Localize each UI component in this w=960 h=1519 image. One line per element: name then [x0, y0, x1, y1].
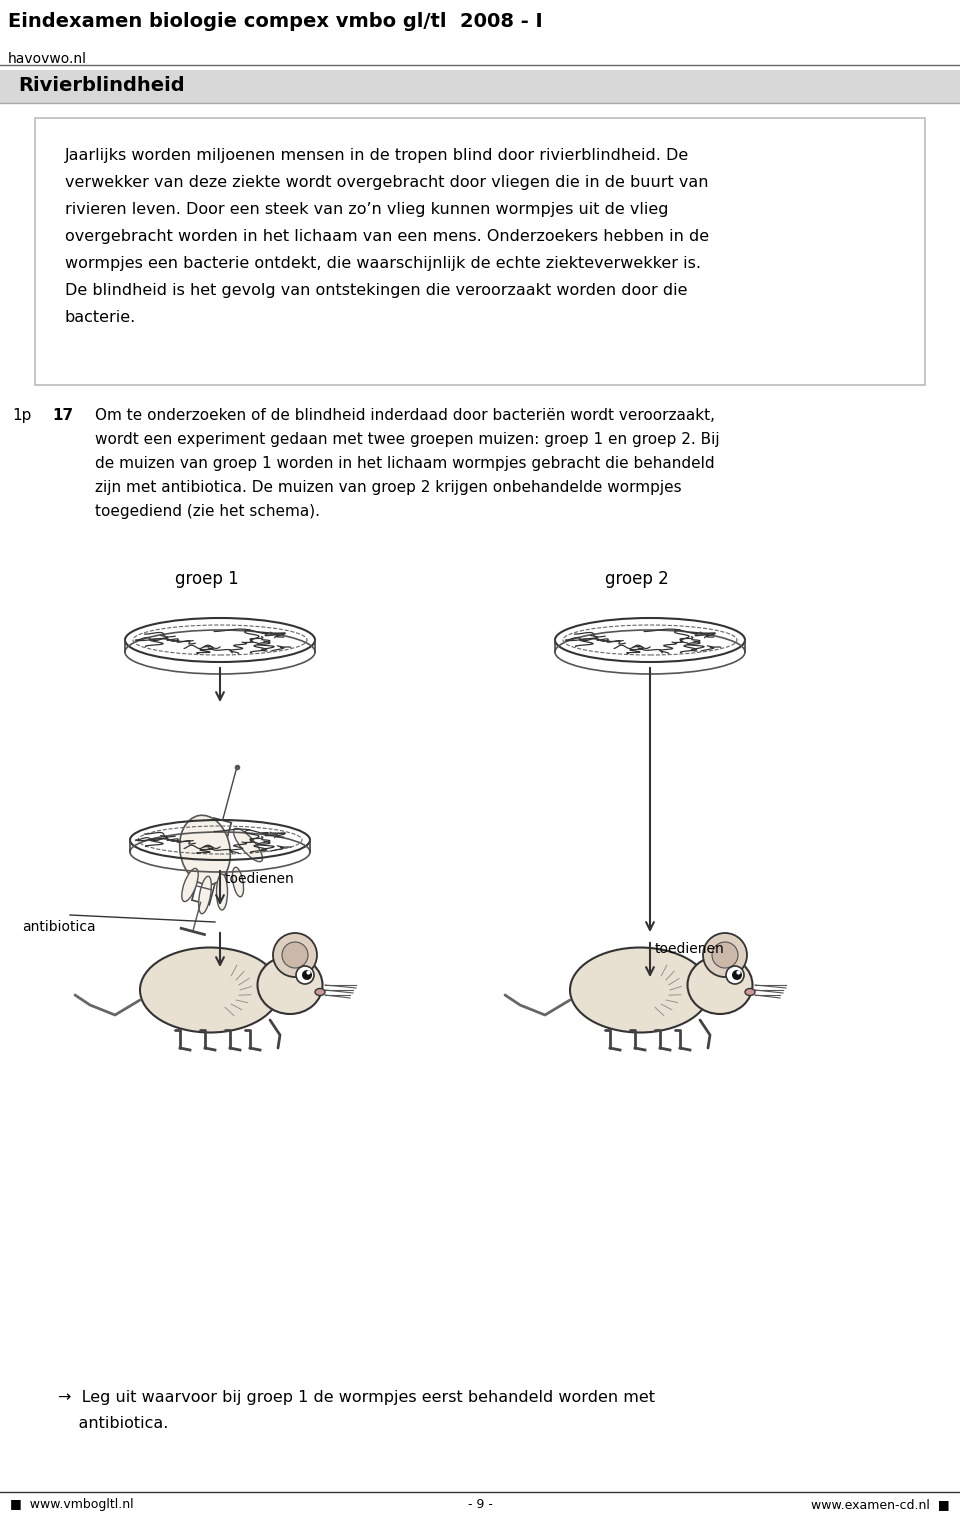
Text: - 9 -: - 9 - [468, 1498, 492, 1511]
Text: de muizen van groep 1 worden in het lichaam wormpjes gebracht die behandeld: de muizen van groep 1 worden in het lich… [95, 456, 714, 471]
Text: toegediend (zie het schema).: toegediend (zie het schema). [95, 504, 320, 519]
Text: wordt een experiment gedaan met twee groepen muizen: groep 1 en groep 2. Bij: wordt een experiment gedaan met twee gro… [95, 431, 720, 447]
Text: verwekker van deze ziekte wordt overgebracht door vliegen die in de buurt van: verwekker van deze ziekte wordt overgebr… [65, 175, 708, 190]
Text: overgebracht worden in het lichaam van een mens. Onderzoekers hebben in de: overgebracht worden in het lichaam van e… [65, 229, 709, 245]
Ellipse shape [181, 869, 198, 902]
Ellipse shape [232, 867, 244, 896]
Text: bacterie.: bacterie. [65, 310, 136, 325]
Text: www.examen-cd.nl  ■: www.examen-cd.nl ■ [811, 1498, 950, 1511]
Circle shape [296, 966, 314, 984]
Text: antibiotica: antibiotica [22, 921, 96, 934]
Text: Rivierblindheid: Rivierblindheid [18, 76, 184, 96]
Circle shape [712, 942, 738, 968]
Text: havovwo.nl: havovwo.nl [8, 52, 87, 65]
Text: Om te onderzoeken of de blindheid inderdaad door bacteriën wordt veroorzaakt,: Om te onderzoeken of de blindheid inderd… [95, 409, 715, 422]
Text: zijn met antibiotica. De muizen van groep 2 krijgen onbehandelde wormpjes: zijn met antibiotica. De muizen van groe… [95, 480, 682, 495]
Ellipse shape [570, 948, 710, 1033]
Ellipse shape [140, 948, 280, 1033]
Bar [0, 70, 960, 103]
Text: groep 2: groep 2 [605, 570, 669, 588]
Text: toedienen: toedienen [225, 872, 295, 886]
Text: antibiotica.: antibiotica. [58, 1416, 168, 1431]
Ellipse shape [199, 876, 211, 914]
Ellipse shape [217, 873, 228, 910]
Text: →  Leg uit waarvoor bij groep 1 de wormpjes eerst behandeld worden met: → Leg uit waarvoor bij groep 1 de wormpj… [58, 1390, 655, 1405]
Text: 17: 17 [52, 409, 73, 422]
Circle shape [273, 933, 317, 977]
Text: toedienen: toedienen [655, 942, 725, 955]
Text: Jaarlijks worden miljoenen mensen in de tropen blind door rivierblindheid. De: Jaarlijks worden miljoenen mensen in de … [65, 147, 689, 163]
Text: ■  www.vmbogltl.nl: ■ www.vmbogltl.nl [10, 1498, 133, 1511]
Ellipse shape [257, 955, 323, 1015]
Ellipse shape [315, 989, 325, 995]
Bar [35, 118, 925, 384]
Text: wormpjes een bacterie ontdekt, die waarschijnlijk de echte ziekteverwekker is.: wormpjes een bacterie ontdekt, die waars… [65, 257, 701, 270]
Circle shape [703, 933, 747, 977]
Circle shape [282, 942, 308, 968]
Text: groep 1: groep 1 [175, 570, 239, 588]
Circle shape [726, 966, 744, 984]
Text: De blindheid is het gevolg van ontstekingen die veroorzaakt worden door die: De blindheid is het gevolg van ontstekin… [65, 283, 687, 298]
Text: rivieren leven. Door een steek van zo’n vlieg kunnen wormpjes uit de vlieg: rivieren leven. Door een steek van zo’n … [65, 202, 668, 217]
Ellipse shape [687, 955, 753, 1015]
Circle shape [302, 971, 312, 980]
Circle shape [732, 971, 742, 980]
Ellipse shape [233, 828, 262, 861]
Text: Eindexamen biologie compex vmbo gl/tl  2008 - I: Eindexamen biologie compex vmbo gl/tl 20… [8, 12, 542, 30]
Text: 1p: 1p [12, 409, 32, 422]
Ellipse shape [180, 816, 230, 884]
Ellipse shape [745, 989, 755, 995]
